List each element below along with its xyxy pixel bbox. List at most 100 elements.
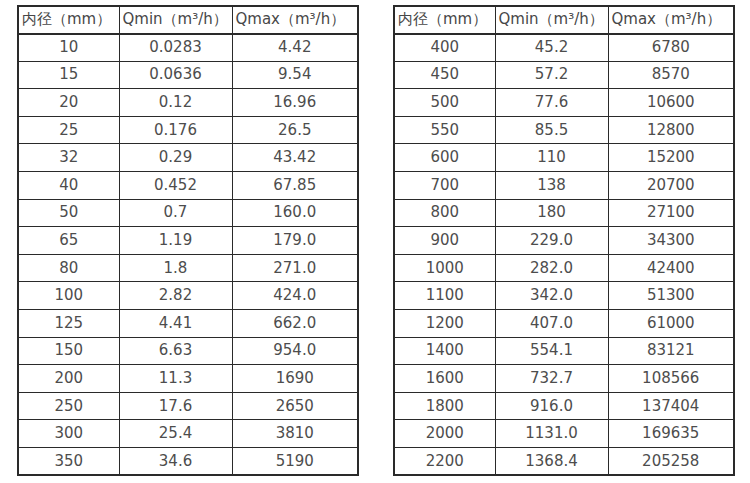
table-row: 1800916.0137404: [394, 392, 734, 420]
table-cell: 0.0636: [119, 61, 232, 89]
table-cell: 51300: [608, 282, 734, 310]
table-row: 1400554.183121: [394, 337, 734, 365]
table-cell: 1.8: [119, 254, 232, 282]
column-header: Qmax（m³/h）: [608, 6, 734, 34]
table-row: 60011015200: [394, 144, 734, 172]
table-cell: 6.63: [119, 337, 232, 365]
table-cell: 15: [18, 61, 119, 89]
table-cell: 954.0: [232, 337, 358, 365]
table-cell: 160.0: [232, 199, 358, 227]
table-cell: 12800: [608, 116, 734, 144]
table-row: 1600732.7108566: [394, 365, 734, 393]
table-cell: 200: [18, 365, 119, 393]
table-cell: 32: [18, 144, 119, 172]
table-cell: 0.7: [119, 199, 232, 227]
table-cell: 900: [394, 227, 495, 255]
table-cell: 34.6: [119, 448, 232, 476]
table-cell: 1100: [394, 282, 495, 310]
flow-table-small-diameters: 内径（mm）Qmin（m³/h）Qmax（m³/h） 100.02834.421…: [17, 5, 359, 476]
table-cell: 1800: [394, 392, 495, 420]
table-row: 80018027100: [394, 199, 734, 227]
table-cell: 100: [18, 282, 119, 310]
column-header: 内径（mm）: [18, 6, 119, 34]
table-cell: 25.4: [119, 420, 232, 448]
table-cell: 67.85: [232, 172, 358, 200]
table-cell: 205258: [608, 448, 734, 476]
table-cell: 0.29: [119, 144, 232, 172]
table-cell: 65: [18, 227, 119, 255]
table-cell: 2000: [394, 420, 495, 448]
table-cell: 1690: [232, 365, 358, 393]
tables-container: 内径（mm）Qmin（m³/h）Qmax（m³/h） 100.02834.421…: [0, 0, 750, 476]
table-cell: 85.5: [495, 116, 608, 144]
column-header: Qmin（m³/h）: [119, 6, 232, 34]
table-cell: 1368.4: [495, 448, 608, 476]
table-cell: 350: [18, 448, 119, 476]
table-row: 801.8271.0: [18, 254, 358, 282]
table-cell: 8570: [608, 61, 734, 89]
table-cell: 1.19: [119, 227, 232, 255]
table-row: 200.1216.96: [18, 89, 358, 117]
table-cell: 450: [394, 61, 495, 89]
table-cell: 407.0: [495, 310, 608, 338]
table-row: 320.2943.42: [18, 144, 358, 172]
table-row: 22001368.4205258: [394, 448, 734, 476]
table-cell: 229.0: [495, 227, 608, 255]
header-row: 内径（mm）Qmin（m³/h）Qmax（m³/h）: [394, 6, 734, 34]
table-cell: 137404: [608, 392, 734, 420]
table-cell: 150: [18, 337, 119, 365]
table-cell: 10600: [608, 89, 734, 117]
table-row: 500.7160.0: [18, 199, 358, 227]
table-cell: 300: [18, 420, 119, 448]
table-cell: 77.6: [495, 89, 608, 117]
table-row: 20011.31690: [18, 365, 358, 393]
table-row: 25017.62650: [18, 392, 358, 420]
table-row: 1200407.061000: [394, 310, 734, 338]
table-body: 40045.2678045057.2857050077.61060055085.…: [394, 34, 734, 476]
table-cell: 662.0: [232, 310, 358, 338]
table-row: 1000282.042400: [394, 254, 734, 282]
table-row: 1002.82424.0: [18, 282, 358, 310]
table-row: 50077.610600: [394, 89, 734, 117]
table-cell: 424.0: [232, 282, 358, 310]
table-cell: 700: [394, 172, 495, 200]
table-cell: 179.0: [232, 227, 358, 255]
table-cell: 11.3: [119, 365, 232, 393]
table-cell: 83121: [608, 337, 734, 365]
table-cell: 800: [394, 199, 495, 227]
table-cell: 250: [18, 392, 119, 420]
table-cell: 4.42: [232, 34, 358, 62]
table-cell: 25: [18, 116, 119, 144]
table-row: 45057.28570: [394, 61, 734, 89]
table-row: 1254.41662.0: [18, 310, 358, 338]
table-cell: 1131.0: [495, 420, 608, 448]
table-cell: 80: [18, 254, 119, 282]
table-cell: 732.7: [495, 365, 608, 393]
table-row: 400.45267.85: [18, 172, 358, 200]
table-row: 100.02834.42: [18, 34, 358, 62]
table-cell: 17.6: [119, 392, 232, 420]
table-cell: 500: [394, 89, 495, 117]
table-cell: 0.452: [119, 172, 232, 200]
table-cell: 600: [394, 144, 495, 172]
table-cell: 34300: [608, 227, 734, 255]
table-cell: 125: [18, 310, 119, 338]
table-cell: 554.1: [495, 337, 608, 365]
table-cell: 61000: [608, 310, 734, 338]
table-cell: 26.5: [232, 116, 358, 144]
table-cell: 57.2: [495, 61, 608, 89]
table-cell: 16.96: [232, 89, 358, 117]
table-body: 100.02834.42150.06369.54200.1216.96250.1…: [18, 34, 358, 476]
table-cell: 169635: [608, 420, 734, 448]
column-header: Qmax（m³/h）: [232, 6, 358, 34]
table-cell: 1200: [394, 310, 495, 338]
header-row: 内径（mm）Qmin（m³/h）Qmax（m³/h）: [18, 6, 358, 34]
table-cell: 110: [495, 144, 608, 172]
table-cell: 271.0: [232, 254, 358, 282]
table-cell: 1600: [394, 365, 495, 393]
table-cell: 42400: [608, 254, 734, 282]
table-cell: 282.0: [495, 254, 608, 282]
table-row: 651.19179.0: [18, 227, 358, 255]
table-row: 35034.65190: [18, 448, 358, 476]
table-cell: 400: [394, 34, 495, 62]
